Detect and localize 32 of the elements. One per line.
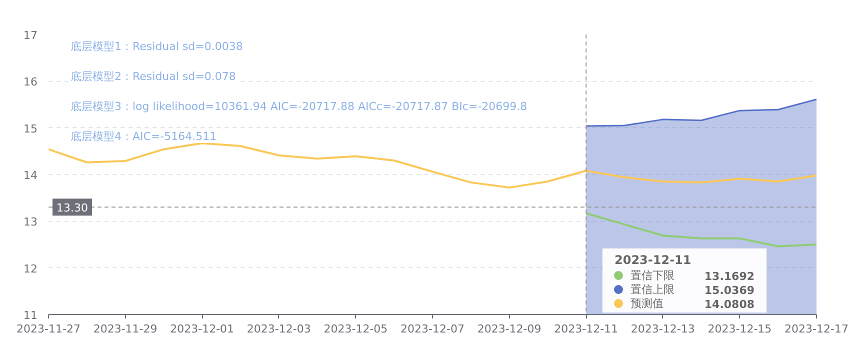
x-tick-label: 2023-12-01 (170, 322, 234, 336)
legend-label: 置信下限 (630, 269, 674, 282)
x-tick-label: 2023-11-27 (16, 322, 80, 336)
line-series (48, 142, 816, 189)
legend-title: 2023-12-11 (614, 253, 692, 267)
line-series (585, 212, 816, 248)
x-tick-label: 2023-12-15 (708, 322, 772, 336)
x-tick-label: 2023-12-05 (324, 322, 388, 336)
x-tick-label: 2023-12-03 (246, 322, 311, 336)
x-tick-label: 2023-12-07 (400, 322, 464, 336)
annotation: 15.0369 (704, 284, 755, 297)
annotation: 底层模型2：Residual sd=0.078 (70, 70, 236, 83)
legend-label: 预测值 (630, 297, 664, 310)
ref-line-label: 13.30 (56, 202, 88, 215)
x-tick-label: 2023-12-11 (554, 322, 618, 336)
x-tick-label: 2023-12-09 (477, 322, 542, 336)
y-tick-label: 15 (24, 122, 38, 136)
x-tick-label: 2023-12-13 (630, 322, 695, 336)
x-tick-label: 2023-11-29 (93, 322, 158, 336)
annotation: 底层模型3：log likelihood=10361.94 AIC=-20717.88 AICc=-20717.87 BIc=-20699.8 (70, 100, 528, 113)
annotation: 底层模型1：Residual sd=0.0038 (70, 40, 243, 53)
legend-label: 置信上限 (630, 283, 674, 296)
y-tick-label: 11 (24, 309, 38, 322)
y-tick-label: 14 (24, 169, 38, 182)
y-tick-label: 12 (24, 262, 38, 276)
x-tick-label: 2023-12-17 (784, 322, 848, 336)
annotation: 13.1692 (704, 270, 755, 283)
y-tick-label: 13 (24, 216, 38, 229)
y-tick-label: 16 (24, 76, 38, 89)
annotation: 14.0808 (704, 298, 755, 311)
y-tick-label: 17 (24, 29, 38, 42)
annotation: 底层模型4：AIC=-5164.511 (70, 130, 217, 143)
